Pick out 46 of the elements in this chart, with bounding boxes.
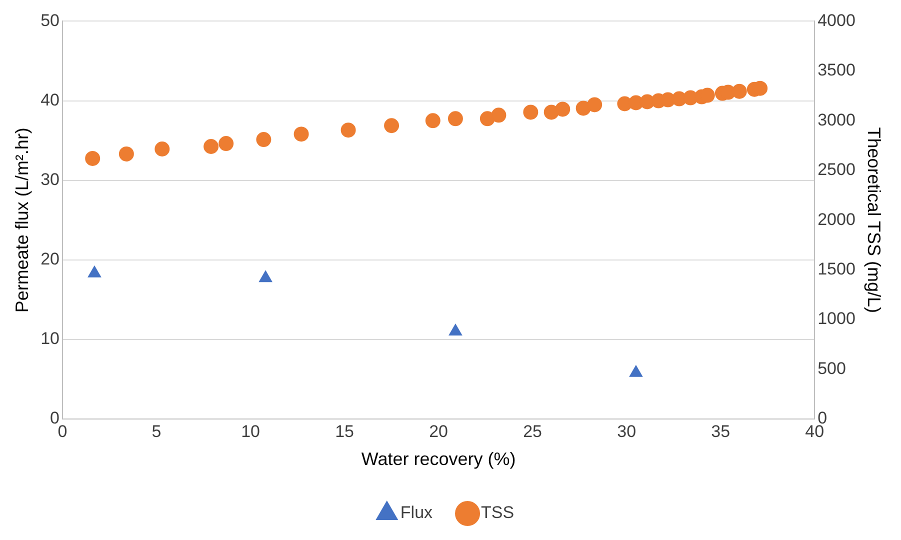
x-tick-label: 5: [152, 422, 162, 441]
x-tick-label: 30: [617, 422, 636, 441]
legend-label: TSS: [481, 503, 514, 522]
y2-tick-label: 4000: [818, 10, 856, 30]
legend-label: Flux: [400, 503, 434, 522]
point: [259, 270, 272, 282]
point: [448, 324, 462, 336]
point: [340, 122, 356, 138]
y2-tick-label: 1000: [818, 309, 856, 328]
point: [118, 146, 134, 162]
y2-axis-title: Theoretical TSS (mg/L): [864, 127, 884, 313]
x-tick-label: 15: [335, 422, 354, 441]
point: [425, 113, 440, 128]
point: [491, 108, 506, 123]
point: [294, 126, 309, 142]
y2-tick-label: 2000: [818, 210, 856, 229]
point: [587, 97, 602, 112]
point: [523, 104, 538, 120]
y2-tick-label: 1500: [818, 260, 856, 279]
point: [384, 118, 400, 134]
y2-tick-label: 3500: [818, 60, 856, 80]
point: [256, 132, 272, 148]
y-axis-title: Permeate flux (L/m².hr): [12, 128, 32, 313]
y2-tick-label: 2500: [818, 160, 856, 180]
point: [204, 139, 219, 154]
point: [88, 266, 102, 278]
point: [85, 150, 100, 166]
point: [555, 102, 570, 117]
point: [629, 365, 643, 377]
y-tick-label: 20: [40, 250, 60, 269]
point: [218, 136, 234, 152]
y-tick-label: 10: [40, 329, 60, 348]
x-tick-label: 35: [711, 422, 730, 441]
x-tick-label: 25: [523, 422, 542, 441]
point: [154, 141, 170, 156]
x-tick-label: 10: [241, 422, 260, 441]
y-tick-label: 30: [40, 170, 60, 190]
y2-tick-label: 3000: [818, 110, 856, 130]
y-tick-label: 50: [40, 10, 60, 30]
y2-tick-label: 500: [818, 358, 846, 378]
x-axis-title: Water recovery (%): [361, 449, 516, 470]
x-tick-label: 20: [429, 422, 448, 441]
y-tick-label: 40: [40, 90, 60, 110]
point: [448, 111, 463, 126]
y-tick-label: 0: [50, 408, 60, 428]
point: [732, 84, 747, 99]
